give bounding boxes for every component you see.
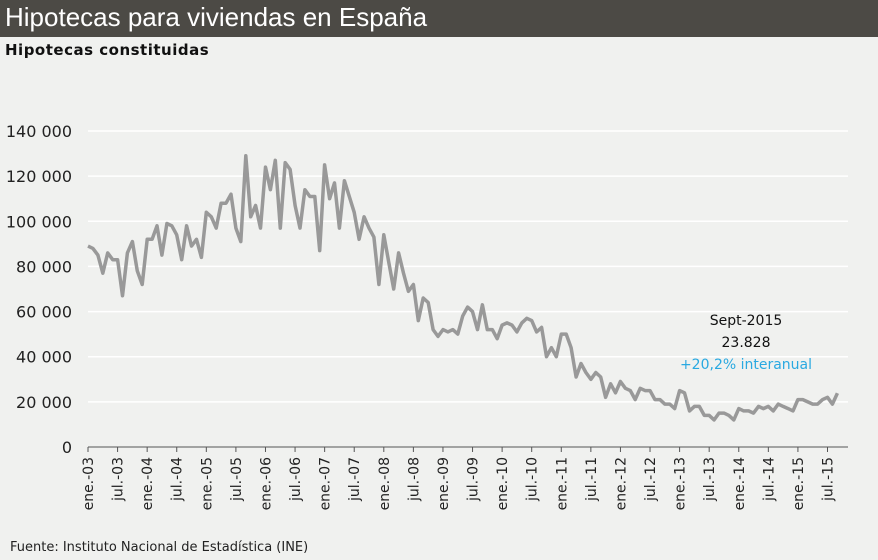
x-tick-label: jul.-13 xyxy=(702,457,718,502)
annotation-change: +20,2% interanual xyxy=(679,357,813,373)
x-tick-label: ene.-04 xyxy=(140,457,156,511)
source-note: Fuente: Instituto Nacional de Estadístic… xyxy=(10,540,309,555)
x-tick-label: ene.-15 xyxy=(791,457,807,510)
y-tick-label: 100 000 xyxy=(6,212,72,231)
page-title: Hipotecas para viviendas en España xyxy=(5,2,428,32)
y-tick-label: 20 000 xyxy=(16,393,72,412)
x-tick-label: ene.-07 xyxy=(318,457,334,510)
x-tick-label: ene.-10 xyxy=(495,457,511,510)
x-tick-label: ene.-13 xyxy=(673,457,689,510)
x-tick-label: ene.-08 xyxy=(377,457,393,510)
x-tick-label: jul.-14 xyxy=(761,457,777,502)
y-tick-label: 140 000 xyxy=(6,122,72,141)
y-tick-label: 0 xyxy=(62,438,72,457)
x-tick-label: ene.-03 xyxy=(81,457,97,510)
x-tick-label: jul.-12 xyxy=(643,457,659,502)
x-tick-label: ene.-11 xyxy=(554,457,570,510)
x-tick-label: jul.-03 xyxy=(111,457,127,502)
x-tick-label: jul.-05 xyxy=(229,457,245,502)
x-tick-label: ene.-14 xyxy=(732,457,748,511)
annotation-value: 23.828 xyxy=(721,335,771,351)
x-tick-label: jul.-09 xyxy=(466,457,482,502)
annotation-period: Sept-2015 xyxy=(709,313,783,329)
x-tick-label: ene.-12 xyxy=(613,457,629,510)
y-tick-label: 60 000 xyxy=(16,303,72,322)
x-tick-label: jul.-04 xyxy=(170,457,186,502)
x-tick-label: jul.-10 xyxy=(525,457,541,502)
x-tick-label: jul.-11 xyxy=(584,457,600,502)
series-line xyxy=(87,154,839,422)
x-tick-label: jul.-06 xyxy=(288,457,304,502)
y-tick-label: 40 000 xyxy=(16,348,72,367)
x-tick-label: jul.-15 xyxy=(821,457,837,502)
x-tick-label: jul.-08 xyxy=(406,457,422,502)
y-tick-label: 120 000 xyxy=(6,167,72,186)
x-tick-label: ene.-05 xyxy=(199,457,215,510)
title-bar: Hipotecas para viviendas en España xyxy=(0,0,878,37)
chart-title: Hipotecas constituidas xyxy=(5,41,210,59)
x-tick-label: jul.-07 xyxy=(347,457,363,502)
y-tick-label: 80 000 xyxy=(16,257,72,276)
x-tick-label: ene.-09 xyxy=(436,457,452,510)
x-tick-label: ene.-06 xyxy=(258,457,274,511)
